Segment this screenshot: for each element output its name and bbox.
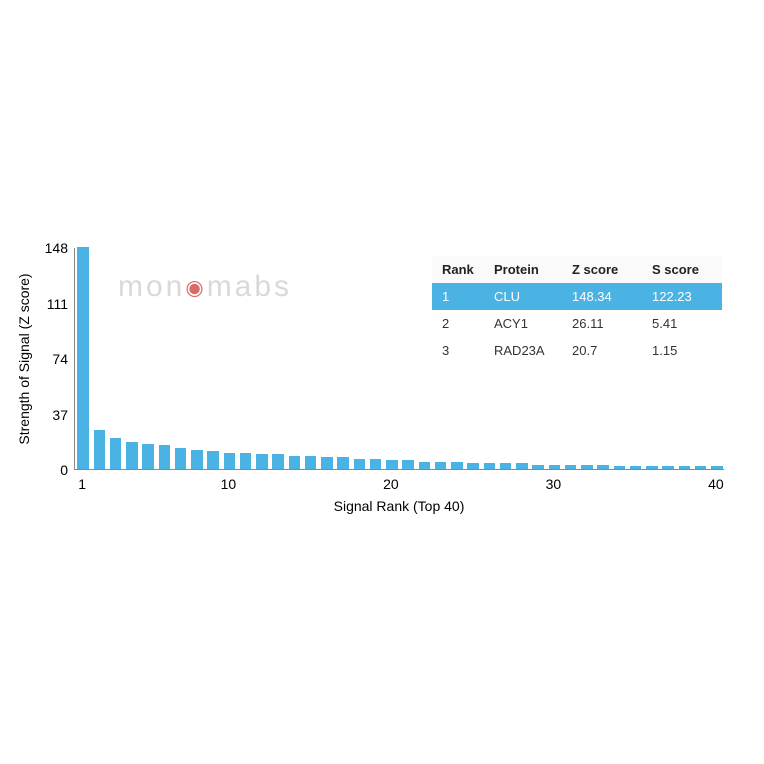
bar [77, 247, 89, 469]
bar [695, 466, 707, 469]
protein-ranking-table: RankProteinZ scoreS score 1CLU148.34122.… [432, 256, 722, 364]
table-cell: 2 [432, 310, 484, 337]
table-header-cell: S score [642, 256, 722, 283]
y-tick-label: 74 [28, 351, 68, 367]
bar [175, 448, 187, 469]
x-tick-label: 30 [538, 476, 568, 492]
table-cell: 1 [432, 283, 484, 310]
bar [191, 450, 203, 470]
bar [581, 465, 593, 470]
x-tick-label: 10 [213, 476, 243, 492]
bar [110, 438, 122, 470]
bar [126, 442, 138, 469]
y-axis-title: Strength of Signal (Z score) [16, 248, 32, 470]
bar [159, 445, 171, 469]
table-cell: 122.23 [642, 283, 722, 310]
table-header-row: RankProteinZ scoreS score [432, 256, 722, 283]
bar [614, 466, 626, 469]
figure-canvas: 0 37 74 111 148 1 10 20 30 40 Strength of Signal… [0, 0, 764, 764]
y-tick-label: 0 [28, 462, 68, 478]
x-axis-title: Signal Rank (Top 40) [74, 498, 724, 514]
bar [207, 451, 219, 469]
bar [532, 465, 544, 470]
table-cell: CLU [484, 283, 562, 310]
x-tick-label: 40 [701, 476, 731, 492]
bar [711, 466, 723, 469]
bar [256, 454, 268, 469]
bar [565, 465, 577, 470]
bar [516, 463, 528, 469]
bar [630, 466, 642, 469]
bar [240, 453, 252, 470]
bar [354, 459, 366, 470]
bar [370, 459, 382, 470]
table-body: 1CLU148.34122.232ACY126.115.413RAD23A20.… [432, 283, 722, 364]
table-cell: 5.41 [642, 310, 722, 337]
table-cell: 3 [432, 337, 484, 364]
table-header-cell: Rank [432, 256, 484, 283]
bar [662, 466, 674, 469]
bar [142, 444, 154, 470]
y-tick-label: 37 [28, 407, 68, 423]
table-cell: ACY1 [484, 310, 562, 337]
bar [549, 465, 561, 470]
bar [402, 460, 414, 469]
bar [467, 463, 479, 469]
bar [305, 456, 317, 470]
bar [337, 457, 349, 469]
table-row: 1CLU148.34122.23 [432, 283, 722, 310]
bar [94, 430, 106, 469]
bar [646, 466, 658, 469]
bar [272, 454, 284, 469]
table-cell: 148.34 [562, 283, 642, 310]
bar [451, 462, 463, 470]
table-row: 2ACY126.115.41 [432, 310, 722, 337]
x-tick-label: 1 [67, 476, 97, 492]
bar [484, 463, 496, 469]
y-tick-label: 148 [28, 240, 68, 256]
table-row: 3RAD23A20.71.15 [432, 337, 722, 364]
bar [386, 460, 398, 469]
table-cell: 1.15 [642, 337, 722, 364]
table-cell: 20.7 [562, 337, 642, 364]
y-tick-label: 111 [28, 296, 68, 312]
table-cell: RAD23A [484, 337, 562, 364]
bar [679, 466, 691, 469]
bar [289, 456, 301, 470]
bar [435, 462, 447, 470]
table-header-cell: Protein [484, 256, 562, 283]
bar [500, 463, 512, 469]
table-cell: 26.11 [562, 310, 642, 337]
x-tick-label: 20 [376, 476, 406, 492]
bar [419, 462, 431, 470]
bar [597, 465, 609, 470]
bar [224, 453, 236, 470]
table-header-cell: Z score [562, 256, 642, 283]
bar [321, 457, 333, 469]
